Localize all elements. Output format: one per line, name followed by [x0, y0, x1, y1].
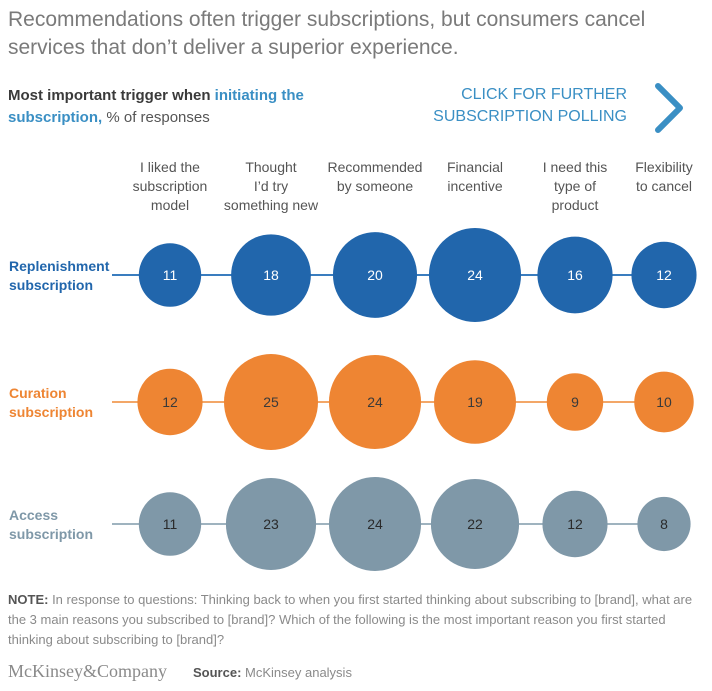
bubble-value: 24: [367, 394, 383, 410]
bubble: [224, 354, 318, 450]
bubble: [328, 355, 422, 449]
column-header: incentive: [447, 178, 502, 194]
column-header: Financial: [447, 159, 503, 175]
bubble: [225, 478, 317, 570]
row-label: Replenishment: [9, 258, 110, 274]
bubble-value: 23: [263, 516, 279, 532]
bubble: [637, 496, 691, 552]
row-label: subscription: [9, 404, 93, 420]
subtitle-rest: % of responses: [102, 109, 210, 126]
bubble-value: 18: [263, 267, 279, 283]
column-header: Flexibility: [635, 159, 693, 175]
source-text: McKinsey analysis: [241, 665, 352, 680]
bubble-value: 11: [163, 516, 178, 532]
cta-line-1: CLICK FOR FURTHER: [461, 86, 627, 103]
bubble-value: 11: [163, 267, 178, 283]
bubble-value: 12: [656, 267, 672, 283]
column-header: product: [552, 197, 599, 213]
bubble-value: 12: [162, 394, 178, 410]
bubble: [138, 492, 202, 556]
headline: Recommendations often trigger subscripti…: [8, 8, 646, 59]
bubble-value: 20: [367, 267, 383, 283]
bubble: [631, 241, 697, 309]
bubble-value: 8: [660, 516, 668, 532]
bubble: [231, 234, 311, 316]
bubble-value: 25: [263, 394, 279, 410]
subtitle-bold: Most important trigger when: [8, 87, 215, 104]
column-header: something new: [224, 197, 319, 213]
bubble: [138, 243, 202, 307]
bubble-value: 12: [567, 516, 583, 532]
column-header: subscription: [133, 178, 208, 194]
bubble: [546, 373, 604, 431]
column-header: type of: [554, 178, 596, 194]
column-header: to cancel: [636, 178, 692, 194]
bubble: [428, 228, 522, 322]
note: NOTE: In response to questions: Thinking…: [8, 590, 698, 650]
cta-line-2: SUBSCRIPTION POLLING: [433, 108, 627, 125]
bubble-value: 22: [467, 516, 483, 532]
chevron-right-icon[interactable]: [650, 80, 690, 136]
mckinsey-logo: McKinsey&Company: [8, 661, 167, 681]
bubble-value: 24: [467, 267, 483, 283]
chart-subtitle: Most important trigger when initiating t…: [8, 85, 328, 129]
bubble: [634, 371, 694, 433]
bubble-chart: I liked the subscription model Thought I’d t…: [9, 159, 697, 571]
bubble: [430, 479, 520, 569]
source-label: Source:: [193, 665, 242, 680]
bubble-value: 16: [567, 267, 583, 283]
bubble-value: 19: [467, 394, 483, 410]
bubble-value: 10: [656, 394, 672, 410]
bubble-value: 24: [367, 516, 383, 532]
row-label: Access: [9, 507, 58, 523]
column-header: Recommended: [328, 159, 423, 175]
bubble: [137, 368, 203, 436]
column-header: Thought: [245, 159, 296, 175]
column-header: I liked the: [140, 159, 200, 175]
column-header: model: [151, 197, 189, 213]
bubble: [542, 490, 608, 558]
column-header: I need this: [543, 159, 608, 175]
row-label: Curation: [9, 385, 67, 401]
bubble: [332, 232, 418, 318]
subtitle-highlight: initiating the subscription,: [8, 87, 304, 126]
bubble: [328, 477, 422, 571]
source: Source: McKinsey analysis: [193, 665, 352, 680]
column-header: I’d try: [254, 178, 288, 194]
note-text: In response to questions: Thinking back …: [8, 592, 693, 647]
row-label: subscription: [9, 277, 93, 293]
column-header: by someone: [337, 178, 413, 194]
bubble: [434, 360, 516, 444]
note-label: NOTE:: [8, 592, 49, 607]
row-label: subscription: [9, 526, 93, 542]
bubble: [537, 236, 613, 314]
bubble-value: 9: [571, 394, 579, 410]
further-polling-link[interactable]: CLICK FOR FURTHER SUBSCRIPTION POLLING: [400, 84, 627, 128]
